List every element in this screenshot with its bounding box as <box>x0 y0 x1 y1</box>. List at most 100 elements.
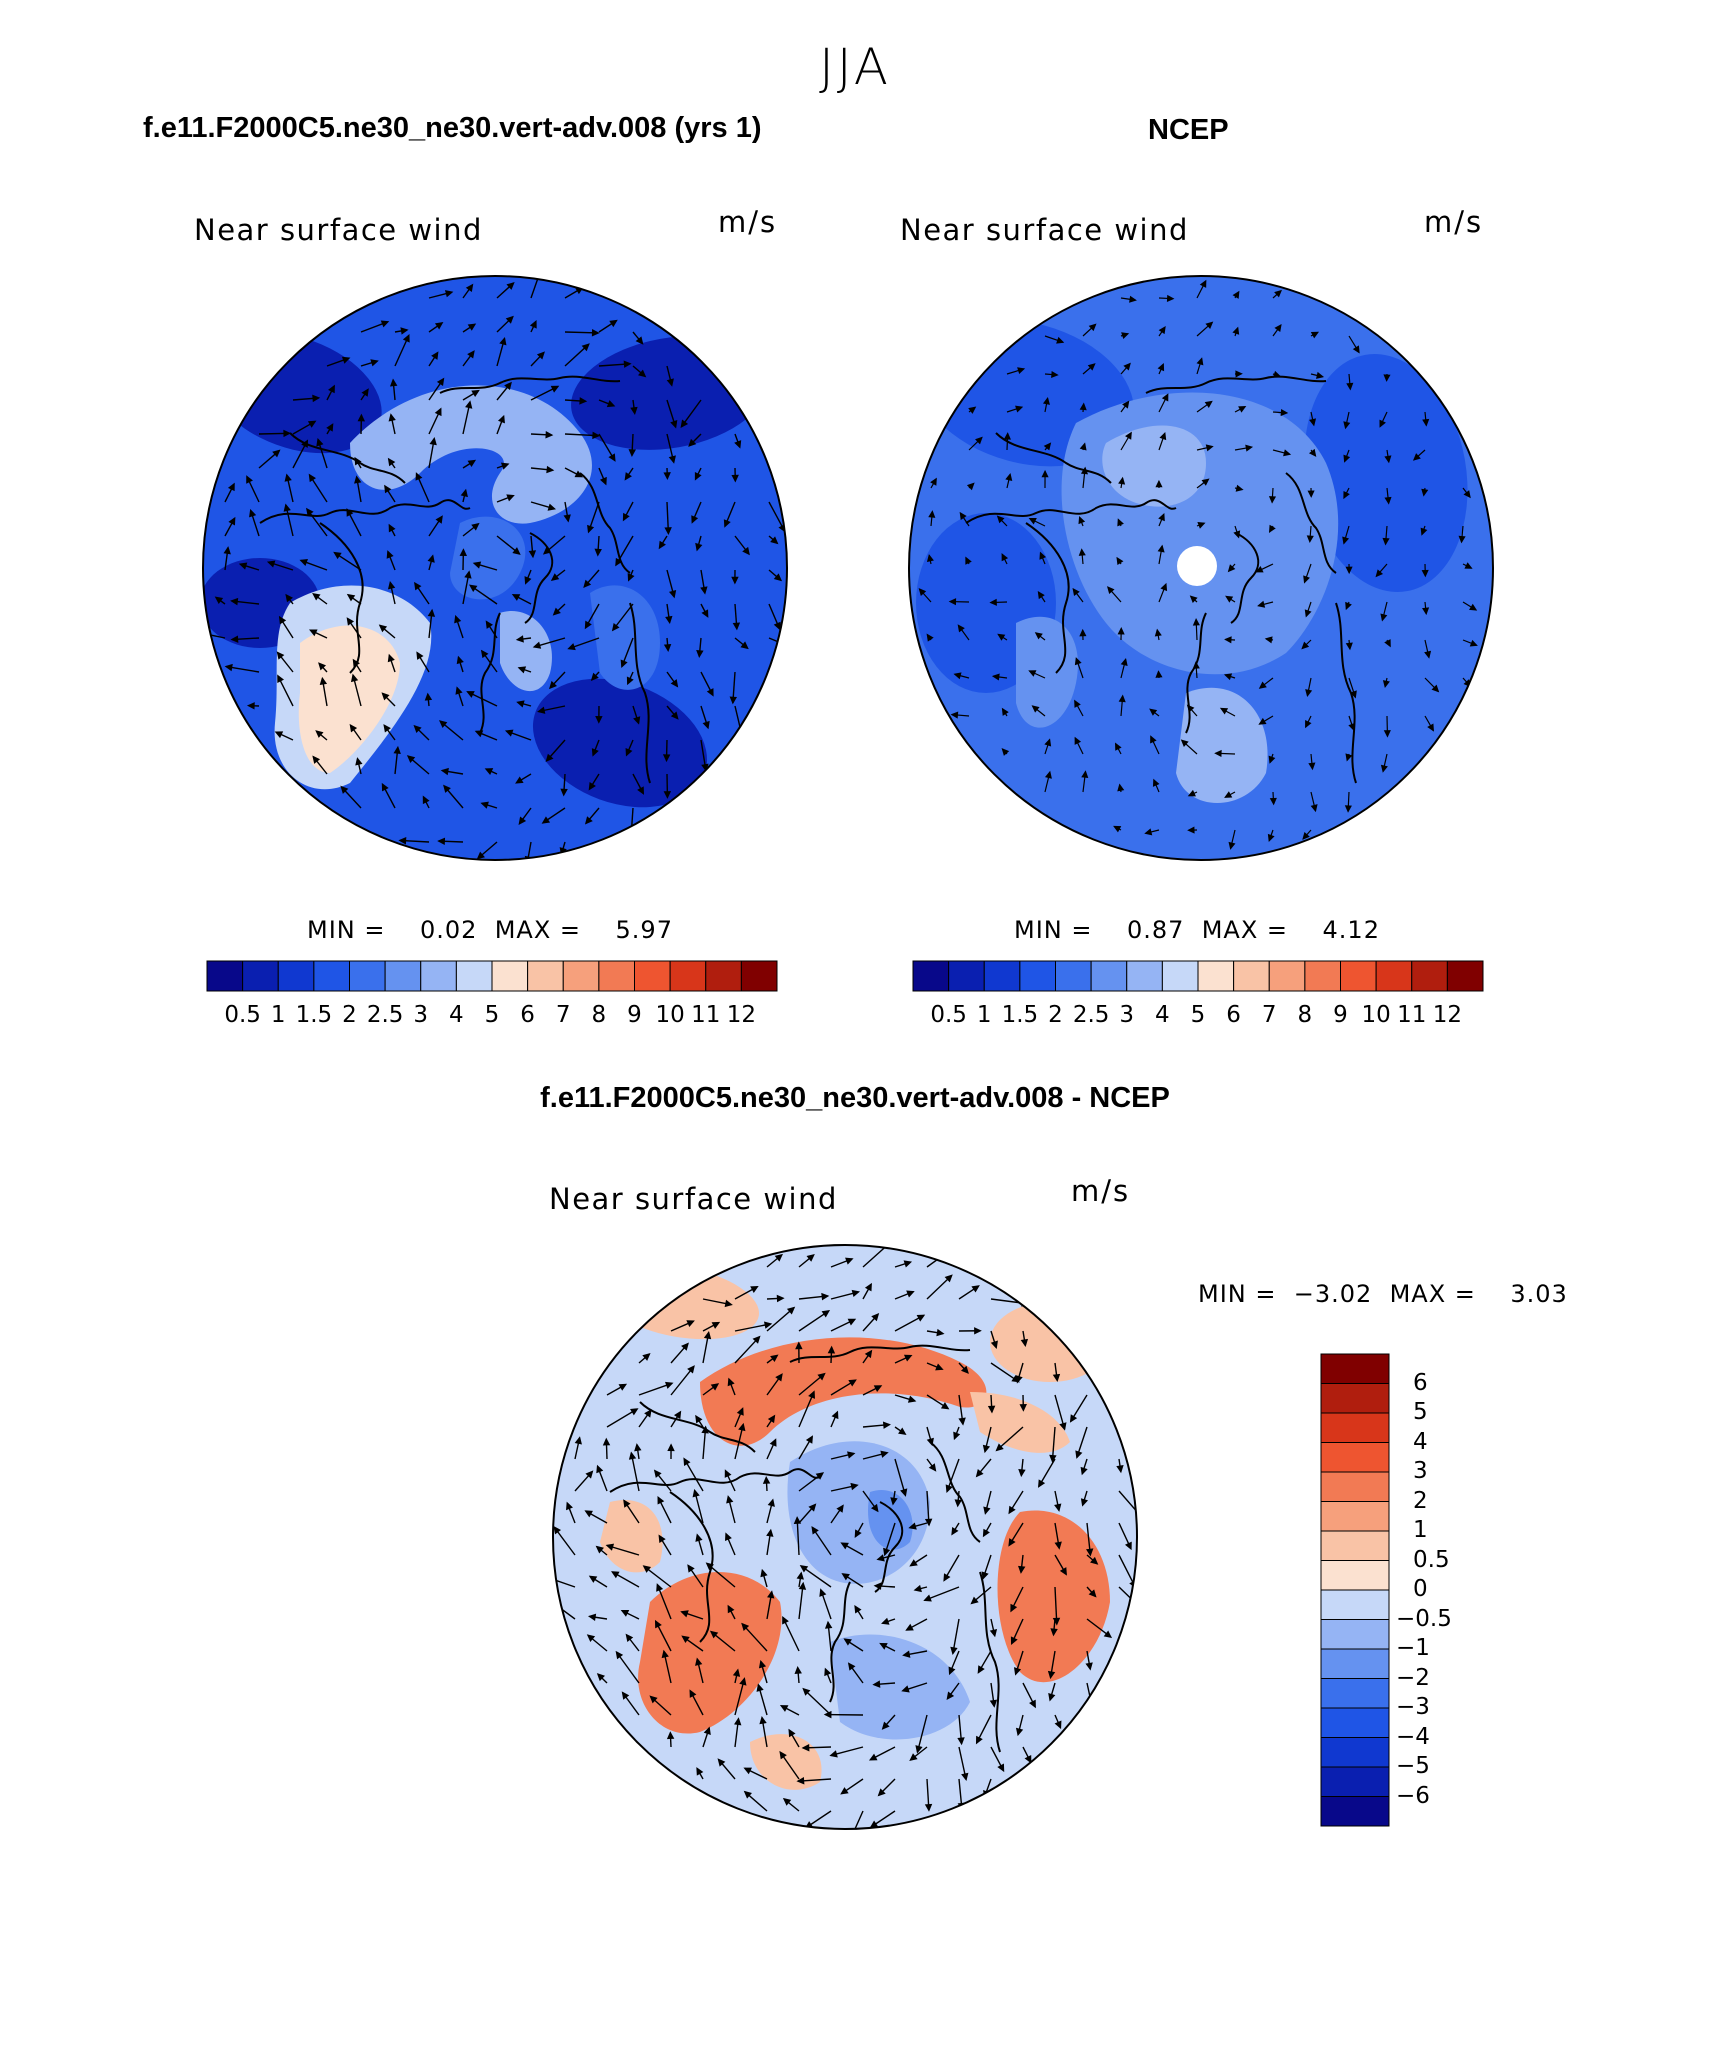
model-wind-vector-head <box>701 609 709 618</box>
obs-max-label: MAX = <box>1201 916 1289 944</box>
model-wind-vector-head <box>400 327 409 335</box>
model-max-value: 5.97 <box>615 916 673 944</box>
diff-wind-vector <box>630 1452 640 1492</box>
obs-wind-vector-head <box>1158 326 1166 335</box>
obs-wind-vector-head <box>1118 694 1126 703</box>
obs-wind-vector-head <box>1274 289 1282 298</box>
diff-units: m/s <box>1071 1174 1131 1208</box>
diff-wind-vector-head <box>794 1665 802 1674</box>
obs-wind-vector-head <box>1144 828 1153 836</box>
obs-wind-vector-head <box>1345 642 1353 651</box>
diff-wind-vector-head <box>710 1383 720 1391</box>
diff-coastline <box>609 1468 821 1493</box>
diff-wind-vector-head <box>1124 1541 1132 1551</box>
diff-wind-vector-head <box>944 1274 953 1283</box>
diff-wind-vector-head <box>1008 1538 1016 1547</box>
model-wind-vector-head <box>468 584 478 592</box>
obs-colorbar-ticks: 0.5 1 1.5 2 2.5 3 4 5 6 7 8 9 10 11 12 <box>913 1002 1483 1032</box>
model-colorbar-tick-label: 12 <box>726 1002 757 1028</box>
obs-wind-vector-head <box>1305 689 1313 698</box>
obs-min-value: 0.87 <box>1127 916 1185 944</box>
model-wind-vector-head <box>414 581 422 591</box>
diff-wind-vector-head <box>1085 1662 1093 1671</box>
obs-low-speed-region <box>1304 354 1468 592</box>
diff-wind-vector-head <box>1054 1720 1062 1730</box>
model-wind-vector-head <box>277 674 285 684</box>
obs-wind-vector-head <box>1469 603 1478 611</box>
model-wind-vector-head <box>622 512 630 522</box>
model-wind-vector-head <box>333 551 342 560</box>
diff-wind-vector-head <box>623 1499 631 1508</box>
obs-wind-vector-head <box>1345 753 1353 762</box>
model-wind-vector-head <box>437 837 446 846</box>
obs-wind-vector-head <box>1303 575 1310 584</box>
obs-wind-vector-head <box>1346 382 1354 391</box>
diff-wind-vector-head <box>982 1444 991 1454</box>
diff-wind-vector-head <box>1139 1514 1145 1520</box>
diff-wind-vector-head <box>763 1321 773 1329</box>
obs-wind-vector-head <box>1258 717 1267 725</box>
diff-wind-vector-head <box>727 1604 735 1614</box>
diff-wind-vector-head <box>871 1313 880 1322</box>
obs-wind-vector-head <box>1001 748 1010 756</box>
diff-wind-vector-head <box>970 1596 979 1605</box>
obs-wind-vector-head <box>1117 783 1125 792</box>
obs-wind-vector-head <box>1150 735 1157 744</box>
diff-wind-vector-head <box>936 1328 945 1337</box>
obs-colorbar-swatch <box>1411 960 1448 992</box>
obs-wind-vector-head <box>1232 326 1240 335</box>
model-wind-vector-head <box>563 514 571 523</box>
obs-colorbar-tick-label: 6 <box>1226 1002 1241 1028</box>
model-wind-vector-head <box>663 791 672 799</box>
model-wind-vector-head <box>668 589 677 599</box>
diff-wind-vector-head <box>1037 1479 1046 1488</box>
diff-wind-vector-head <box>811 1526 819 1535</box>
obs-wind-vector-head <box>1187 789 1196 797</box>
model-wind-vector-head <box>529 320 537 329</box>
diff-panel-title: f.e11.F2000C5.ne30_ne30.vert-adv.008 - N… <box>540 1082 1170 1114</box>
model-wind-vector-head <box>528 550 537 559</box>
model-wind-vector-head <box>694 472 702 481</box>
diff-wind-vector-head <box>877 1788 886 1797</box>
model-wind-vector-head <box>223 546 231 555</box>
obs-wind-vector-head <box>1074 699 1081 708</box>
model-wind-vector-head <box>406 755 416 763</box>
diff-wind-vector-head <box>701 1425 709 1434</box>
obs-wind-vector-head <box>1125 431 1132 440</box>
diff-wind-vector-head <box>566 1501 573 1511</box>
diff-wind-vector-head <box>823 1710 832 1719</box>
obs-wind-vector-head <box>1034 632 1043 640</box>
obs-coastline <box>1025 522 1070 674</box>
diff-wind-vector-head <box>990 1340 998 1350</box>
obs-max-value: 4.12 <box>1322 916 1380 944</box>
model-wind-vector-head <box>389 378 398 387</box>
diff-wind-vector-head <box>890 1497 898 1506</box>
obs-wind-vector-head <box>1017 367 1026 375</box>
season-title: JJA <box>819 38 891 96</box>
model-wind-vector-head <box>547 503 557 511</box>
obs-wind-vector-head <box>1081 770 1089 779</box>
obs-wind-vector-head <box>1197 522 1206 529</box>
diff-wind-vector-head <box>695 1414 703 1424</box>
model-wind-vector-head <box>700 586 708 595</box>
obs-wind-vector-head <box>1268 496 1277 504</box>
obs-wind-vector-head <box>1379 419 1386 428</box>
diff-wind-vector-head <box>831 1410 839 1420</box>
model-minmax: MIN = 0.02 MAX = 5.97 <box>307 916 673 944</box>
diff-wind-vector-head <box>642 1565 652 1573</box>
diff-wind-vector-head <box>1088 1707 1097 1716</box>
diff-wind-vector <box>798 1391 815 1428</box>
model-field-label: Near surface wind <box>194 213 483 247</box>
diff-wind-vector-head <box>769 1438 777 1447</box>
model-colorbar-swatch <box>384 960 422 992</box>
model-wind-vector-head <box>246 702 255 710</box>
diff-wind-vector <box>1118 1490 1137 1521</box>
diff-wind-vector-head <box>756 1683 764 1692</box>
diff-wind-vector-head <box>724 1469 732 1478</box>
model-wind-vector-head <box>517 666 527 674</box>
model-wind-vector-head <box>591 748 599 757</box>
diff-wind-vector-head <box>1018 1565 1026 1574</box>
obs-wind-vector-head <box>1225 595 1234 603</box>
model-wind-vector-head <box>504 729 514 737</box>
diff-colorbar-swatch <box>1320 1530 1390 1561</box>
